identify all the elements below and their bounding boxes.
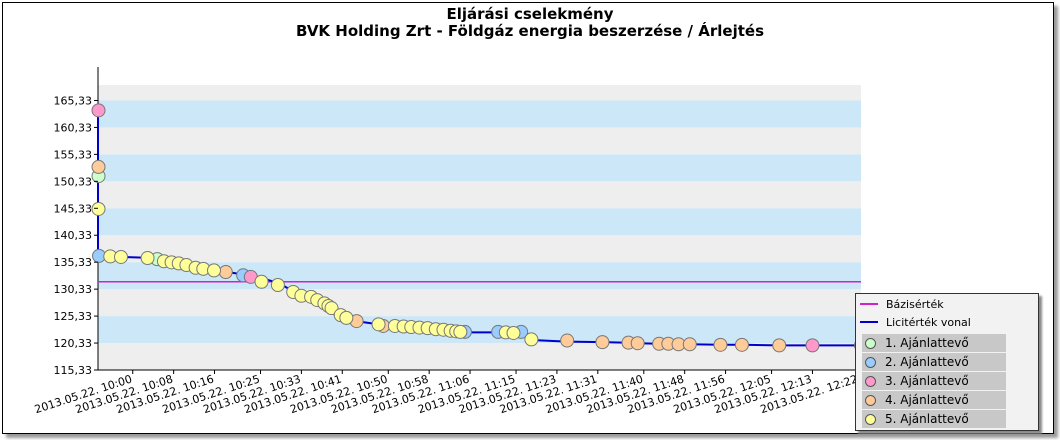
legend-dot-swatch [865, 394, 876, 406]
legend-item-bidder-5: 5. Ajánlattevő [862, 410, 1006, 428]
background-bands [98, 85, 861, 370]
legend-dot-swatch [865, 337, 876, 349]
data-point [91, 103, 106, 118]
legend-label: 3. Ajánlattevő [885, 374, 969, 388]
grid-band [98, 289, 861, 317]
data-point [91, 159, 106, 174]
chart-title: Eljárási cselekmény [446, 5, 614, 23]
y-tick-label: 115,33 [54, 364, 93, 377]
grid-band [98, 208, 861, 236]
data-point [453, 324, 468, 339]
data-point [140, 251, 155, 266]
grid-band [98, 343, 861, 370]
y-tick-label: 120,33 [54, 337, 93, 350]
grid-band [98, 154, 861, 182]
data-point [254, 274, 269, 289]
legend-line-swatch [860, 303, 878, 305]
data-point [207, 263, 222, 278]
legend-dot-swatch [865, 375, 876, 387]
grid-band [98, 181, 861, 209]
data-point [506, 325, 521, 340]
data-point [371, 317, 386, 332]
data-point [595, 335, 610, 350]
legend-label: 5. Ajánlattevő [885, 412, 969, 426]
y-tick-label: 155,33 [54, 148, 93, 161]
series-bidder-3 [91, 103, 820, 353]
data-point [524, 332, 539, 347]
grid-band [98, 127, 861, 155]
chart-legend: Bázisérték Licitérték vonal 1. Ajánlatte… [855, 293, 1039, 431]
legend-line-swatch [860, 321, 878, 323]
y-tick-label: 125,33 [54, 310, 93, 323]
y-tick-label: 135,33 [54, 256, 93, 269]
legend-label: Bázisérték [886, 297, 944, 311]
y-axis-ticks: 115,33 120,33 125,33 130,33 135,33 140,33 145,… [54, 94, 98, 377]
chart-subtitle: BVK Holding Zrt - Földgáz energia beszer… [296, 22, 764, 40]
data-point [91, 201, 106, 216]
y-tick-label: 130,33 [54, 283, 93, 296]
y-tick-label: 140,33 [54, 229, 93, 242]
grid-band [98, 235, 861, 263]
legend-label: 4. Ajánlattevő [885, 393, 969, 407]
y-tick-label: 160,33 [54, 121, 93, 134]
legend-label: 2. Ajánlattevő [885, 355, 969, 369]
legend-dot-swatch [865, 356, 876, 368]
legend-item-bid-line: Licitérték vonal [860, 313, 971, 331]
legend-dot-swatch [865, 413, 876, 425]
legend-item-bidder-3: 3. Ajánlattevő [862, 372, 1006, 390]
y-tick-label: 165,33 [54, 94, 93, 107]
data-point [805, 338, 820, 353]
grid-band [98, 85, 861, 101]
data-point [630, 336, 645, 351]
data-point [772, 338, 787, 353]
grid-band [98, 316, 861, 344]
legend-label: Licitérték vonal [886, 315, 971, 329]
data-point [270, 277, 285, 292]
y-tick-label: 145,33 [54, 202, 93, 215]
legend-item-bidder-4: 4. Ajánlattevő [862, 391, 1006, 409]
data-point [113, 249, 128, 264]
series-bidder-5 [91, 201, 539, 347]
legend-item-bidder-1: 1. Ajánlattevő [862, 334, 1006, 352]
data-point [734, 337, 749, 352]
data-point [713, 337, 728, 352]
legend-item-baseline: Bázisérték [860, 295, 944, 313]
grid-band [98, 100, 861, 128]
legend-label: 1. Ajánlattevő [885, 336, 969, 350]
data-point [682, 337, 697, 352]
data-point [324, 301, 339, 316]
data-point [339, 310, 354, 325]
y-tick-label: 150,33 [54, 175, 93, 188]
data-point [218, 265, 233, 280]
legend-item-bidder-2: 2. Ajánlattevő [862, 353, 1006, 371]
data-point [560, 333, 575, 348]
